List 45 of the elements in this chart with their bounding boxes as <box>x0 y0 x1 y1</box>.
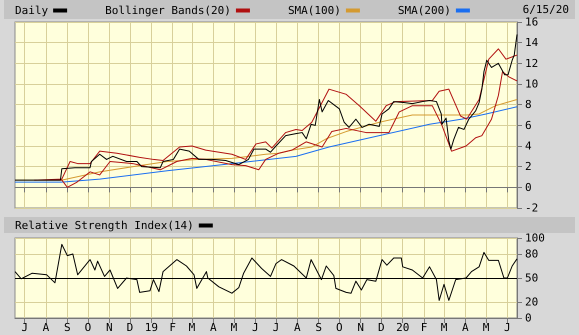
x-tick-label: J <box>504 321 511 334</box>
x-tick-label: A <box>42 321 50 334</box>
legend-label: Daily <box>14 4 48 17</box>
x-tick-label: O <box>336 321 343 334</box>
y-tick-label: 2 <box>525 160 532 174</box>
legend-label: SMA(200) <box>398 4 451 17</box>
x-tick-label: J <box>21 321 28 334</box>
x-tick-label: A <box>210 321 218 334</box>
x-tick-label: M <box>482 321 490 334</box>
x-tick-label: A <box>462 321 470 334</box>
x-tick-label: M <box>230 321 238 334</box>
x-tick-label: O <box>84 321 92 334</box>
y-tick-label: 50 <box>525 272 538 284</box>
x-tick-label: N <box>106 321 113 334</box>
legend-label: SMA(100) <box>288 4 341 17</box>
x-tick-label: S <box>315 321 322 334</box>
x-tick-label: J <box>252 321 259 334</box>
y-tick-label: 0 <box>525 312 532 324</box>
y-tick-label: 10 <box>525 78 538 90</box>
y-tick-label: 20 <box>525 296 538 308</box>
legend-label: Relative Strength Index(14) <box>14 219 194 232</box>
x-tick-label: D <box>378 321 385 334</box>
x-tick-label: M <box>188 321 196 334</box>
x-tick-label: A <box>294 321 302 334</box>
text: 6/15/20 <box>522 3 569 16</box>
y-tick-label: 8 <box>525 98 532 112</box>
x-tick-label: N <box>357 321 364 334</box>
y-tick-label: 16 <box>525 16 538 28</box>
x-tick-label: 20 <box>396 321 410 334</box>
y-tick-label: 14 <box>525 36 539 50</box>
x-tick-label: S <box>64 321 71 334</box>
x-tick-label: F <box>420 321 428 334</box>
y-tick-label: 80 <box>525 248 538 260</box>
y-tick-label: 6 <box>525 118 532 132</box>
y-tick-label: 100 <box>525 232 545 244</box>
x-tick-label: F <box>169 321 176 334</box>
y-tick-label: -2 <box>525 202 538 214</box>
x-tick-label: J <box>272 321 280 334</box>
legend-label: Bollinger Bands(20) <box>105 4 231 17</box>
y-tick-label: 12 <box>525 56 538 70</box>
x-tick-label: 19 <box>144 321 158 334</box>
y-tick-label: 4 <box>525 140 532 152</box>
x-tick-label: D <box>126 321 134 334</box>
y-tick-label: 0 <box>525 180 532 194</box>
x-tick-label: M <box>440 321 448 334</box>
